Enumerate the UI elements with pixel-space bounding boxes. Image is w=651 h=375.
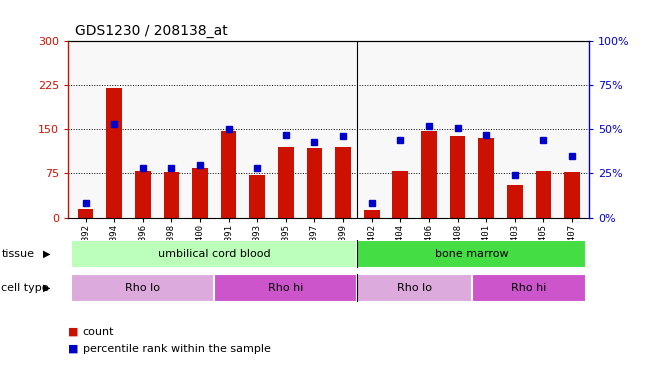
Bar [71,274,214,302]
Text: percentile rank within the sample: percentile rank within the sample [83,344,271,354]
Text: count: count [83,327,114,337]
Text: umbilical cord blood: umbilical cord blood [158,249,271,259]
Text: Rho hi: Rho hi [268,283,303,293]
Text: bone marrow: bone marrow [435,249,508,259]
Bar [335,147,351,218]
Bar [507,185,523,218]
Bar [472,274,587,302]
Bar [221,130,236,218]
Bar [249,175,265,217]
Bar [536,171,551,217]
Text: ▶: ▶ [43,249,51,259]
Bar [478,138,494,218]
Bar [71,240,357,268]
Bar [214,274,357,302]
Bar [564,172,580,217]
Bar [106,88,122,218]
Text: Rho hi: Rho hi [512,283,547,293]
Text: cell type: cell type [1,283,49,293]
Text: ▶: ▶ [43,283,51,293]
Bar [192,168,208,217]
Text: tissue: tissue [1,249,35,259]
Bar [450,136,465,218]
Text: ■: ■ [68,344,79,354]
Bar [393,171,408,217]
Bar [357,240,587,268]
Text: GDS1230 / 208138_at: GDS1230 / 208138_at [75,24,228,38]
Bar [135,171,150,217]
Bar [364,210,380,218]
Bar [77,209,93,218]
Text: Rho lo: Rho lo [125,283,160,293]
Text: ■: ■ [68,327,79,337]
Bar [307,148,322,217]
Bar [278,147,294,218]
Bar [357,274,472,302]
Text: Rho lo: Rho lo [397,283,432,293]
Bar [163,172,179,217]
Bar [421,130,437,218]
